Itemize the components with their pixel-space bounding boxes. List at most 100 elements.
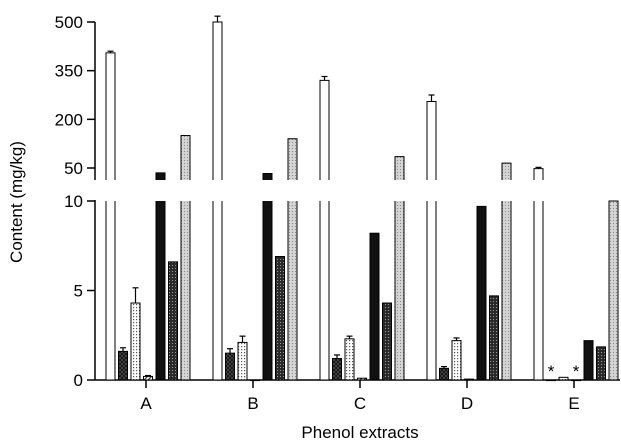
bar-light-grey-A — [180, 135, 191, 381]
bar — [118, 350, 128, 381]
y-tick-label: 200 — [55, 110, 83, 129]
bar-light-dots-C — [344, 335, 355, 381]
bar-light-grey-B — [287, 138, 298, 381]
bar-lower-fill — [106, 201, 115, 380]
bar — [489, 295, 499, 381]
y-tick-label: 10 — [64, 192, 83, 211]
bar-lower-outline — [287, 201, 298, 381]
bar — [608, 200, 619, 381]
bar-lower-outline — [212, 201, 223, 381]
bar-dark-dots-B — [275, 255, 285, 381]
bar-lower-outline — [155, 201, 166, 381]
bar-dark-dots-C — [382, 302, 392, 381]
bar — [382, 302, 392, 381]
y-ticks: 50 200 350 500 0 5 10 — [55, 13, 95, 390]
bar-upper-fill — [263, 173, 272, 180]
bar-dark-crosshatch-A — [118, 347, 128, 381]
bar-light-grey-E — [608, 200, 619, 381]
bar-upper-outline — [394, 156, 405, 180]
bar-lower-fill — [427, 201, 436, 380]
bar-black-E — [583, 340, 594, 381]
bar-light-dots-D — [451, 337, 462, 381]
bar-dark-crosshatch-D — [439, 365, 449, 381]
bar — [344, 338, 355, 381]
bar — [168, 261, 178, 381]
significance-marker: * — [548, 362, 555, 381]
x-tick-label: D — [461, 394, 473, 413]
bar-upper-fill — [534, 168, 543, 180]
y-axis-label: Content (mg/kg) — [7, 141, 26, 263]
bar-lower-outline — [105, 201, 116, 381]
bar-white-B — [212, 15, 223, 381]
bars — [105, 15, 619, 382]
bar-white-E — [533, 166, 544, 381]
bar-diagonal-hatch-E — [571, 379, 581, 382]
bar — [332, 358, 342, 381]
bar — [558, 376, 569, 381]
x-tick-label: A — [140, 394, 152, 413]
bar-black-A — [155, 172, 166, 381]
bar-lower-fill — [320, 201, 329, 380]
y-tick-label: 50 — [64, 159, 83, 178]
bar-upper-outline — [287, 138, 298, 180]
y-tick-label: 5 — [74, 282, 83, 301]
bar-white-C — [319, 75, 330, 381]
bar — [357, 377, 367, 381]
y-tick-label: 500 — [55, 13, 83, 32]
bar-upper-fill — [395, 156, 404, 180]
x-tick-label: E — [568, 394, 579, 413]
x-tick-label: C — [354, 394, 366, 413]
bar — [369, 232, 380, 381]
bar-light-grey-C — [394, 156, 405, 381]
bar — [476, 205, 487, 381]
bar — [439, 367, 449, 381]
bar — [464, 378, 474, 381]
bar — [237, 341, 248, 381]
bar-white-A — [105, 50, 116, 381]
bar-lower-outline — [426, 201, 437, 381]
bar-upper-fill — [320, 80, 329, 180]
bar-lower-outline — [501, 201, 512, 381]
bar-lower-fill — [502, 201, 511, 380]
bar-black-B — [262, 173, 273, 381]
bar-light-grey-D — [501, 162, 512, 381]
annotations: * * — [548, 362, 580, 381]
bar — [596, 346, 606, 381]
bar-dark-dots-A — [168, 261, 178, 381]
x-ticks: A B C D E — [140, 380, 580, 413]
bar-diagonal-hatch-C — [357, 377, 367, 381]
bar-light-dots-A — [130, 287, 141, 381]
bar-dark-crosshatch-C — [332, 354, 342, 381]
bar-lower-fill — [263, 201, 272, 380]
bar-lower-fill — [288, 201, 297, 380]
bar-upper-fill — [502, 163, 511, 180]
bar — [546, 379, 556, 382]
significance-marker: * — [573, 362, 580, 381]
bar-dark-crosshatch-B — [225, 348, 235, 381]
bar-upper-outline — [533, 168, 544, 180]
bar — [583, 340, 594, 381]
bar-upper-fill — [288, 138, 297, 180]
bar-upper-outline — [180, 135, 191, 180]
bar-light-dots-B — [237, 335, 248, 381]
bar — [143, 375, 153, 381]
bar-lower-fill — [156, 201, 165, 380]
bar-dark-crosshatch-E — [546, 379, 556, 382]
bar-upper-fill — [213, 22, 222, 180]
bar-lower-outline — [262, 201, 273, 381]
bar-upper-outline — [155, 172, 166, 180]
bar-lower-fill — [213, 201, 222, 380]
bar — [571, 379, 581, 382]
bar-upper-fill — [181, 135, 190, 180]
bar-lower-fill — [181, 201, 190, 380]
bar-upper-fill — [427, 101, 436, 180]
bar — [250, 379, 260, 382]
bar-diagonal-hatch-B — [250, 379, 260, 382]
bar-upper-outline — [262, 173, 273, 180]
y-tick-label: 350 — [55, 62, 83, 81]
bar-diagonal-hatch-A — [143, 374, 153, 381]
bar-black-C — [369, 232, 380, 381]
bar-white-D — [426, 94, 437, 381]
bar-upper-fill — [156, 172, 165, 180]
